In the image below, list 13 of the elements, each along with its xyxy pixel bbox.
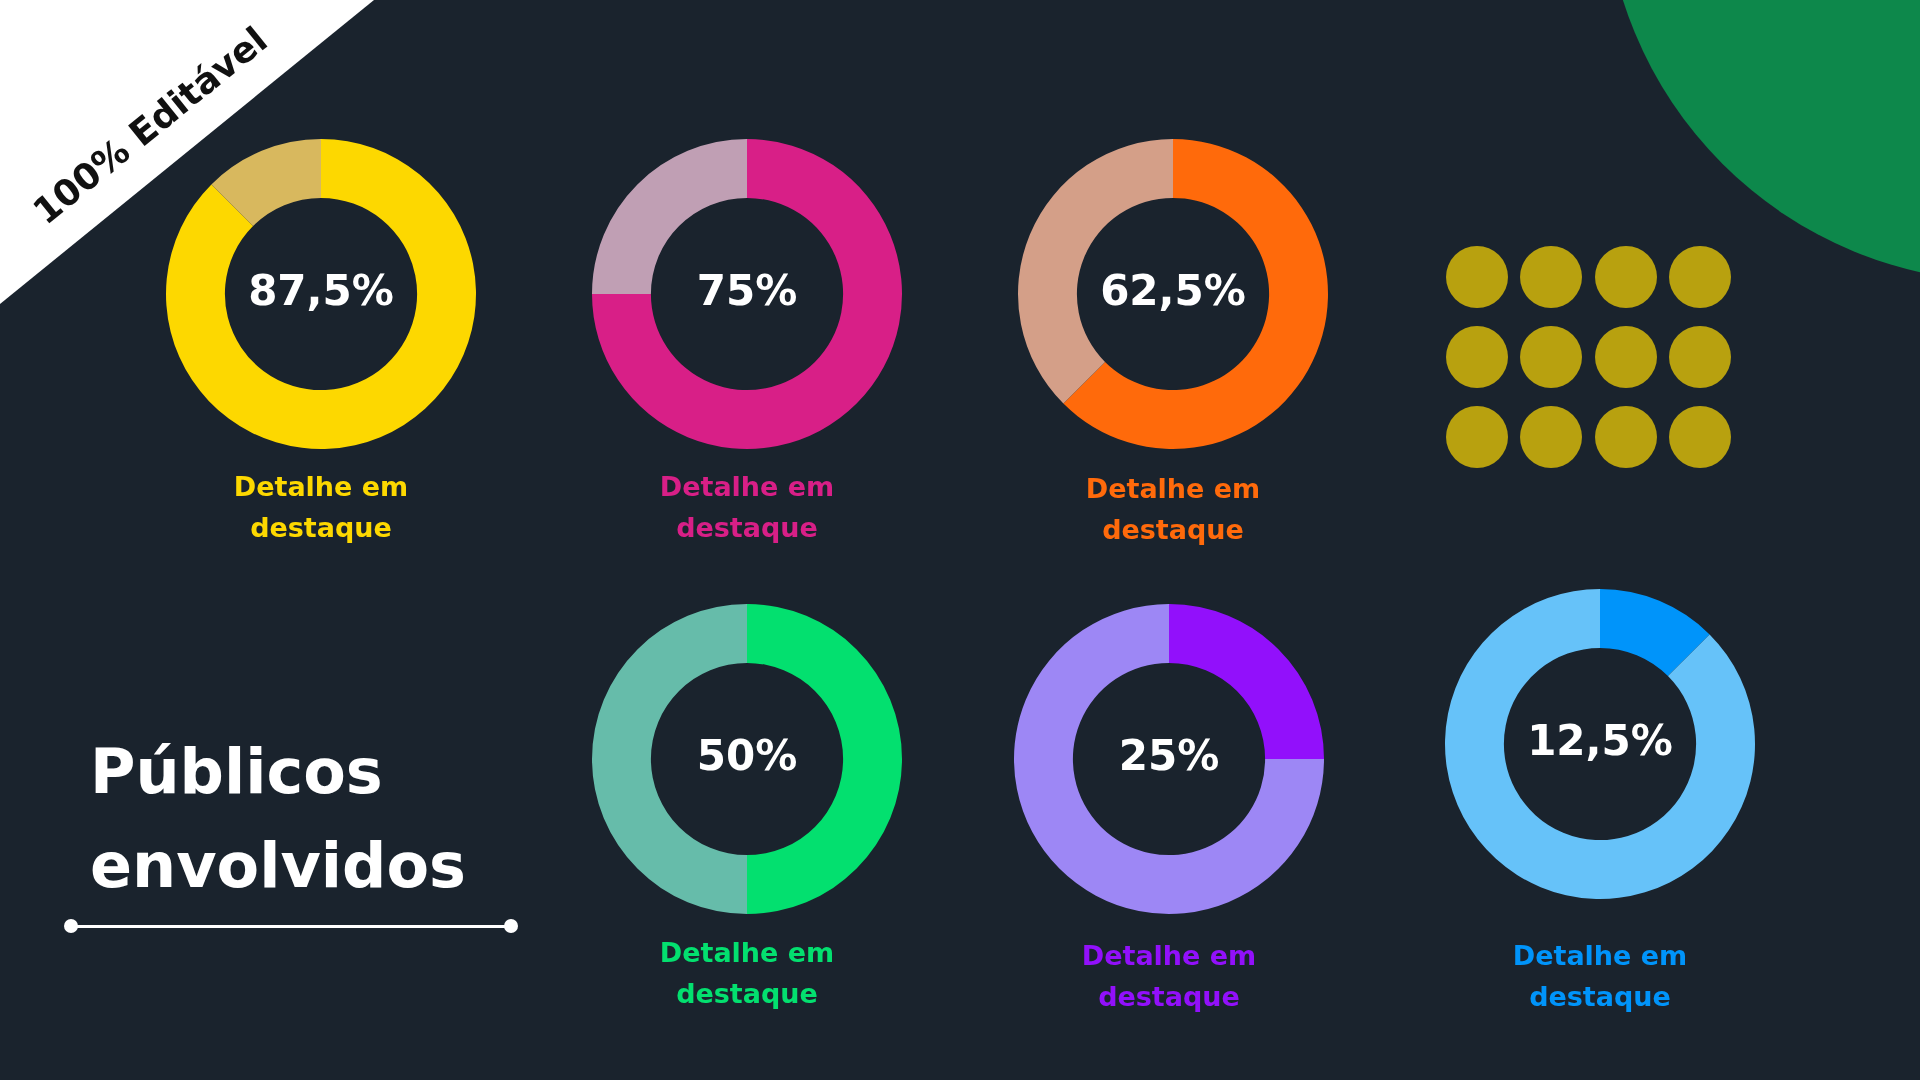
data-label: 50% bbox=[696, 730, 798, 780]
text: Públicos envolvidos bbox=[90, 734, 467, 904]
text: Detalhe em destaque bbox=[658, 936, 836, 1011]
data-label: 87,5% bbox=[248, 265, 394, 315]
data-label: 75% bbox=[696, 265, 798, 315]
data-label: 62,5% bbox=[1100, 265, 1246, 315]
text: Detalhe em destaque bbox=[1080, 939, 1258, 1014]
data-label: 12,5% bbox=[1527, 715, 1673, 765]
text: Detalhe em destaque bbox=[232, 470, 410, 545]
text: Detalhe em destaque bbox=[1084, 472, 1262, 547]
data-label: 25% bbox=[1118, 730, 1220, 780]
text: Detalhe em destaque bbox=[1511, 939, 1689, 1014]
text: Detalhe em destaque bbox=[658, 470, 836, 545]
